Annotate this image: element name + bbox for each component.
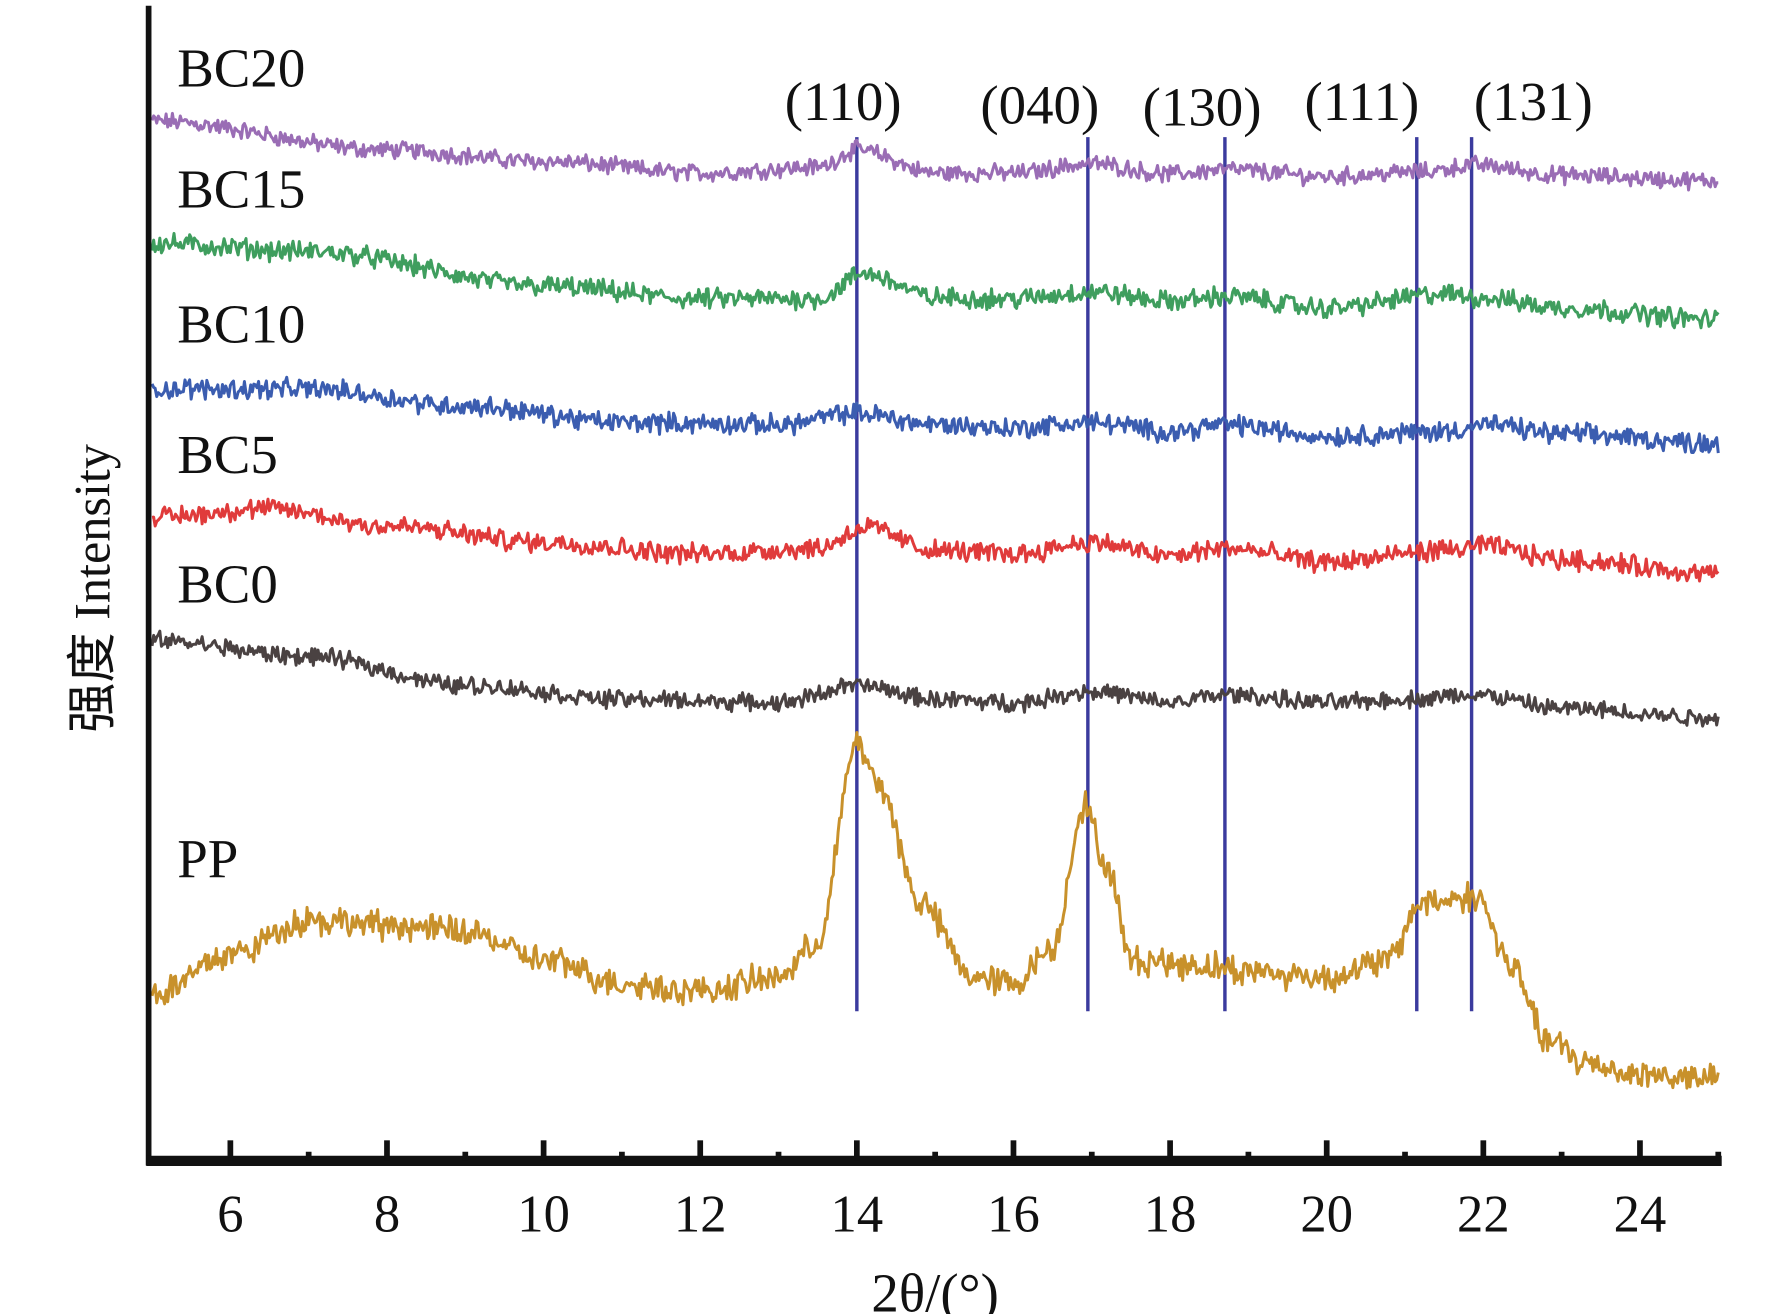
y-axis-label: 强度 Intensity — [65, 444, 121, 733]
reference-line-label: (110) — [785, 71, 902, 132]
series-line-bc20 — [150, 111, 1719, 192]
series-line-pp — [150, 731, 1720, 1090]
series-label: PP — [177, 828, 238, 889]
x-tick-label: 16 — [987, 1186, 1040, 1244]
series-label: BC0 — [177, 553, 278, 614]
series-group: BC20 BC15 BC10 BC5 BC0 PP — [150, 38, 1720, 1090]
x-axis-label: 2θ/(°) — [871, 1263, 998, 1314]
x-tick-label: 18 — [1144, 1186, 1197, 1244]
series-line-bc10 — [150, 375, 1720, 454]
x-tick-label: 14 — [831, 1186, 884, 1244]
series-label: BC5 — [177, 424, 278, 485]
x-tick-label: 22 — [1457, 1186, 1510, 1244]
series-line-bc5 — [151, 497, 1720, 583]
reference-line-label: (111) — [1304, 71, 1419, 132]
reference-lines: (110) (040) (130) (111) (131) — [785, 71, 1593, 1012]
x-tick-label: 20 — [1300, 1186, 1353, 1244]
x-tick-label: 10 — [517, 1186, 570, 1244]
series-label: BC20 — [177, 38, 305, 99]
axes — [145, 5, 1722, 1167]
x-ticks: 6 8 10 12 14 16 18 20 22 24 — [217, 1140, 1722, 1244]
x-tick-label: 24 — [1614, 1186, 1667, 1244]
x-tick-label: 6 — [217, 1186, 243, 1244]
x-tick-label: 8 — [374, 1186, 400, 1244]
reference-line-label: (040) — [980, 74, 1099, 135]
series-line-bc15 — [150, 231, 1720, 330]
series-line-bc0 — [150, 629, 1720, 728]
reference-line-label: (131) — [1474, 71, 1593, 132]
reference-line-label: (130) — [1143, 77, 1262, 138]
x-tick-label: 12 — [674, 1186, 727, 1244]
series-label: BC15 — [177, 159, 305, 220]
series-label: BC10 — [177, 294, 305, 355]
